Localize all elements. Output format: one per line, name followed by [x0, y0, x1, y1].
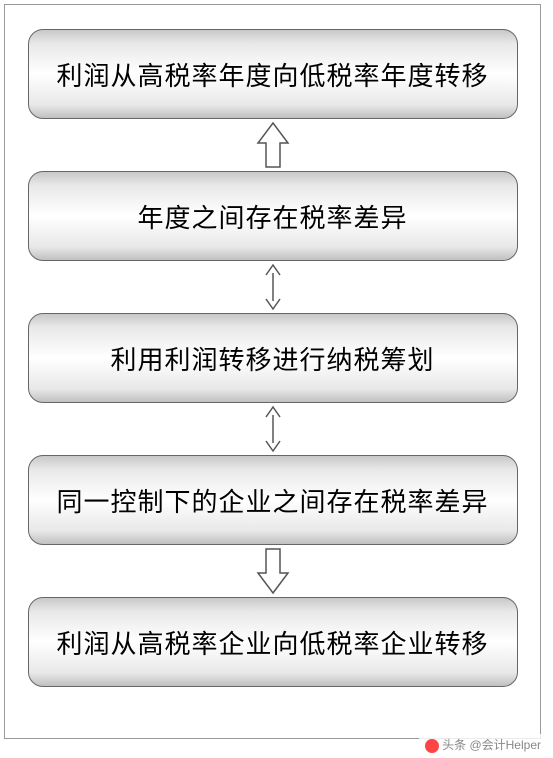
flowchart-container: 利润从高税率年度向低税率年度转移 年度之间存在税率差异 利用利润转移进行纳税筹划…: [4, 4, 541, 739]
watermark: 头条 @会计Helper: [419, 734, 547, 755]
flowchart-node-5: 利润从高税率企业向低税率企业转移: [28, 597, 518, 687]
arrow-double-1: [263, 261, 283, 313]
watermark-text: 头条 @会计Helper: [442, 738, 541, 752]
arrow-double-2: [263, 403, 283, 455]
flowchart-node-2: 年度之间存在税率差异: [28, 171, 518, 261]
flowchart-node-3: 利用利润转移进行纳税筹划: [28, 313, 518, 403]
watermark-icon: [425, 739, 439, 753]
node-label: 同一控制下的企业之间存在税率差异: [56, 482, 488, 519]
node-label: 利润从高税率企业向低税率企业转移: [56, 624, 488, 661]
flowchart-node-1: 利润从高税率年度向低税率年度转移: [28, 29, 518, 119]
arrow-up-hollow-1: [256, 119, 290, 171]
node-label: 利用利润转移进行纳税筹划: [110, 340, 434, 377]
node-label: 利润从高税率年度向低税率年度转移: [56, 56, 488, 93]
node-label: 年度之间存在税率差异: [137, 198, 407, 235]
flowchart-node-4: 同一控制下的企业之间存在税率差异: [28, 455, 518, 545]
arrow-down-hollow-1: [256, 545, 290, 597]
